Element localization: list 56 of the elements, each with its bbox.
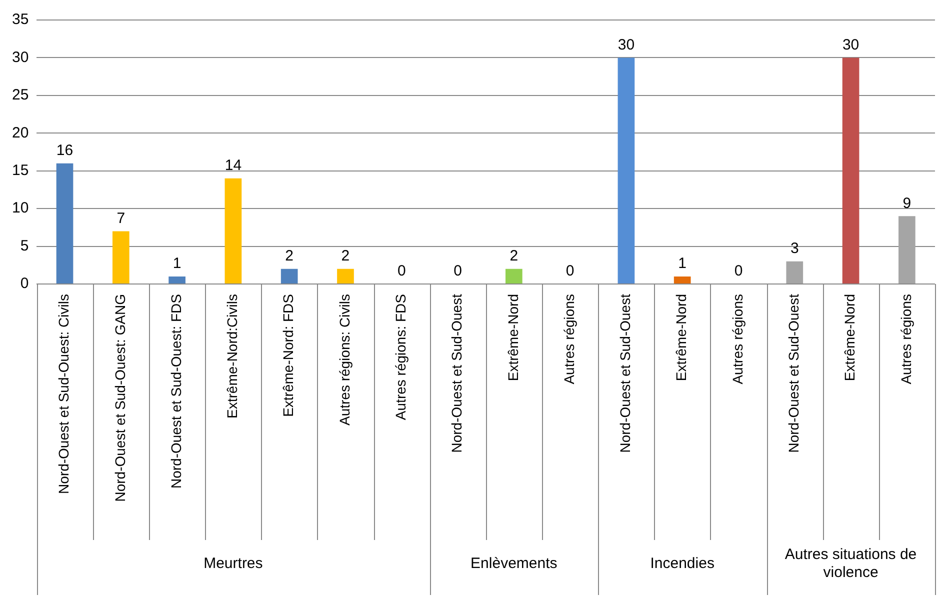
data-label: 0 — [397, 262, 406, 280]
y-tick-label: 10 — [12, 200, 29, 217]
data-label: 3 — [790, 240, 799, 258]
x-tick-label: Autres régions: Civils — [336, 294, 352, 426]
x-tick-label: Nord-Ouest et Sud-Ouest: FDS — [168, 294, 184, 489]
y-tick-label: 0 — [20, 275, 29, 292]
x-tick-label: Autres régions — [560, 294, 577, 384]
bar — [842, 58, 860, 284]
x-tick-label: Nord-Ouest et Sud-Ouest — [786, 294, 802, 453]
data-label: 9 — [902, 194, 912, 212]
x-tick-label: Nord-Ouest et Sud-Ouest: Civils — [56, 294, 72, 494]
x-tick-label: Autres régions: FDS — [392, 294, 408, 420]
bar — [618, 58, 635, 284]
x-tick-label: Extrême-Nord — [504, 294, 521, 382]
x-tick-label: Extrême-Nord — [842, 294, 858, 382]
y-tick-label: 5 — [20, 237, 29, 254]
bar — [337, 268, 354, 284]
text: Autres situations de violence — [784, 546, 917, 582]
data-label: 0 — [734, 262, 743, 280]
text: Enlèvements — [470, 555, 558, 572]
text: Incendies — [650, 555, 714, 572]
data-label: 2 — [341, 248, 350, 265]
x-tick-label: Autres régions — [729, 294, 746, 384]
data-label: 0 — [454, 262, 462, 280]
bar — [280, 268, 298, 284]
data-label: 30 — [618, 36, 635, 54]
data-label: 16 — [56, 142, 74, 159]
bar — [168, 276, 186, 284]
data-label: 2 — [510, 248, 518, 265]
bar — [112, 231, 130, 284]
bar — [505, 268, 522, 284]
data-label: 0 — [566, 262, 574, 280]
data-label: 2 — [285, 248, 294, 265]
data-label: 7 — [116, 210, 126, 227]
text: Meurtres — [204, 555, 263, 572]
x-tick-label: Nord-Ouest et Sud-Ouest — [617, 294, 634, 453]
data-label: 1 — [678, 255, 687, 272]
bar — [786, 261, 804, 284]
x-tick-label: Nord-Ouest et Sud-Ouest — [448, 294, 465, 453]
x-tick-label: Extrême-Nord: FDS — [280, 294, 296, 417]
bar — [674, 276, 691, 284]
y-tick-label: 30 — [12, 48, 29, 66]
y-tick-label: 20 — [12, 124, 29, 142]
y-tick-label: 25 — [12, 86, 29, 104]
data-label: 30 — [842, 36, 860, 54]
bar — [898, 216, 916, 284]
x-tick-label: Extrême-Nord — [673, 294, 690, 382]
x-tick-label: Autres régions — [898, 294, 914, 384]
x-tick-label: Extrême-Nord:Civils — [224, 294, 240, 418]
bar — [224, 178, 242, 284]
x-tick-label: Nord-Ouest et Sud-Ouest: GANG — [112, 294, 128, 502]
data-label: 1 — [172, 255, 182, 272]
bar — [56, 163, 74, 284]
y-tick-label: 15 — [12, 162, 29, 179]
y-tick-label: 35 — [12, 11, 29, 28]
data-label: 14 — [224, 157, 242, 174]
